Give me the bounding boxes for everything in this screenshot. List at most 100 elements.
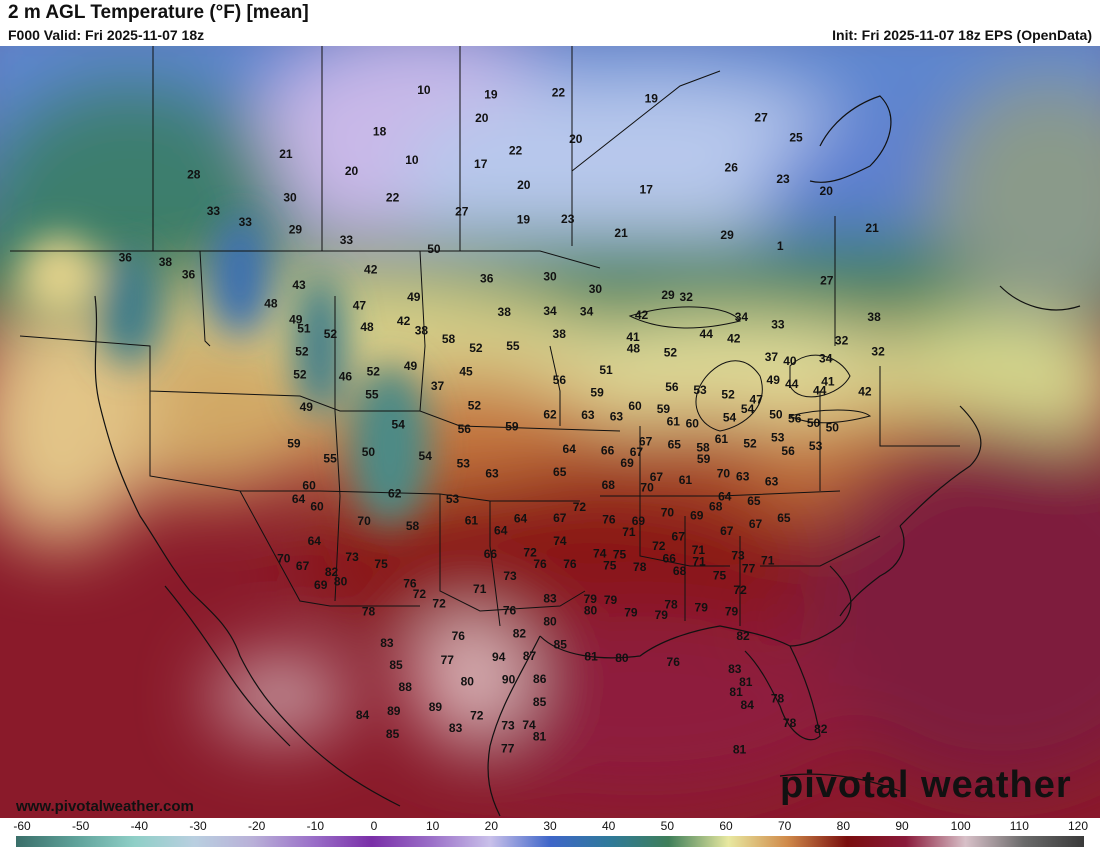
brand-logo: pivotal weather: [780, 764, 1072, 806]
temperature-value: 21: [279, 147, 293, 161]
temperature-value: 67: [720, 524, 734, 538]
temperature-value: 78: [633, 560, 647, 574]
temperature-value: 66: [663, 551, 677, 565]
temperature-value: 84: [356, 708, 370, 722]
temperature-value: 46: [339, 369, 353, 383]
temperature-value: 41: [626, 330, 640, 344]
credit-link[interactable]: www.pivotalweather.com: [16, 798, 194, 815]
temperature-value: 80: [615, 651, 629, 665]
temperature-value: 78: [771, 691, 785, 705]
temperature-value: 36: [119, 251, 133, 265]
temperature-value: 18: [373, 125, 387, 139]
temperature-value: 43: [292, 278, 306, 292]
temperature-value: 82: [814, 722, 828, 736]
temperature-value: 81: [733, 743, 747, 757]
temperature-value: 52: [295, 345, 309, 359]
temperature-value: 67: [749, 517, 763, 531]
temperature-value: 17: [640, 182, 654, 196]
temperature-value: 75: [613, 548, 627, 562]
temperature-value: 21: [614, 226, 628, 240]
temperature-value: 47: [353, 299, 367, 313]
colorbar-gradient: [16, 836, 1084, 847]
temperature-value: 56: [553, 373, 567, 387]
temperature-value: 63: [581, 408, 595, 422]
temperature-value: 38: [159, 255, 173, 269]
temperature-value: 61: [679, 473, 693, 487]
temperature-value: 38: [867, 310, 881, 324]
temperature-map[interactable]: 28 21 10 19 22 19 27 25 36 33 18 20 38 33 30 20 10 17 22 20…: [0, 46, 1100, 818]
temperature-value: 48: [360, 320, 374, 334]
temperature-value: 86: [533, 672, 547, 686]
temperature-value: 26: [725, 161, 739, 175]
temperature-value: 58: [696, 441, 710, 455]
temperature-value: 50: [362, 445, 376, 459]
temperature-value: 73: [503, 569, 517, 583]
temperature-value: 50: [427, 242, 441, 256]
temperature-value: 70: [661, 505, 675, 519]
temperature-value: 32: [680, 290, 694, 304]
temperature-value: 77: [742, 562, 756, 576]
temperature-value: 55: [506, 339, 520, 353]
colorbar-tick: 80: [836, 819, 851, 833]
temperature-value: 23: [776, 172, 790, 186]
temperature-value: 54: [741, 402, 755, 416]
header: 2 m AGL Temperature (°F) [mean] F000 Val…: [0, 0, 1100, 46]
temperature-value: 67: [553, 511, 567, 525]
temperature-value: 84: [741, 698, 755, 712]
temperature-value: 59: [657, 402, 671, 416]
temperature-value: 48: [627, 342, 641, 356]
temperature-value: 78: [783, 716, 797, 730]
temperature-value: 59: [505, 420, 519, 434]
temperature-value: 56: [665, 380, 679, 394]
temperature-value: 38: [553, 327, 567, 341]
temperature-value: 53: [446, 492, 460, 506]
temperature-value: 59: [287, 437, 301, 451]
temperature-value: 69: [632, 514, 646, 528]
temperature-value: 89: [429, 700, 443, 714]
colorbar-tick: -50: [71, 819, 90, 833]
temperature-value: 67: [630, 445, 644, 459]
temperature-value: 85: [389, 658, 403, 672]
temperature-value: 79: [584, 592, 598, 606]
temperature-value: 22: [552, 86, 566, 100]
temperature-value: 71: [692, 555, 706, 569]
temperature-value: 54: [419, 449, 433, 463]
temperature-value: 42: [397, 314, 411, 328]
temperature-value: 36: [182, 268, 196, 282]
temperature-value: 19: [645, 91, 659, 105]
temperature-value: 50: [807, 416, 821, 430]
temperature-value: 51: [599, 363, 613, 377]
temperature-value: 27: [820, 273, 834, 287]
temperature-value: 20: [475, 111, 489, 125]
temperature-value: 60: [310, 500, 324, 514]
temperature-value: 85: [386, 727, 400, 741]
colorbar-tick: -40: [130, 819, 148, 833]
temperature-value: 23: [561, 212, 575, 226]
colorbar-tick: 20: [484, 819, 499, 833]
temperature-value: 83: [728, 662, 742, 676]
temperature-value: 21: [865, 221, 879, 235]
temperature-value: 74: [522, 718, 536, 732]
temperature-value: 75: [603, 558, 617, 572]
temperature-value: 59: [697, 452, 711, 466]
temperature-value: 69: [314, 578, 328, 592]
temperature-value: 66: [601, 443, 615, 457]
temperature-value: 49: [404, 359, 418, 373]
colorbar-tick: 60: [719, 819, 733, 833]
temperature-value: 68: [602, 478, 616, 492]
colorbar-tick: -20: [247, 819, 266, 833]
boundaries: [10, 46, 960, 627]
temperature-value: 52: [367, 364, 381, 378]
map-title: 2 m AGL Temperature (°F) [mean]: [8, 2, 309, 23]
temperature-value: 36: [480, 272, 494, 286]
temperature-value: 29: [289, 223, 303, 237]
temperature-value: 69: [620, 456, 634, 470]
temperature-value: 33: [207, 204, 221, 218]
temperature-value: 52: [743, 437, 757, 451]
valid-time: F000 Valid: Fri 2025-11-07 18z: [8, 27, 205, 43]
temperature-value: 49: [407, 290, 421, 304]
temperature-value: 61: [465, 514, 479, 528]
temperature-value: 73: [731, 548, 745, 562]
temperature-value: 83: [380, 636, 394, 650]
temperature-value: 66: [484, 547, 498, 561]
